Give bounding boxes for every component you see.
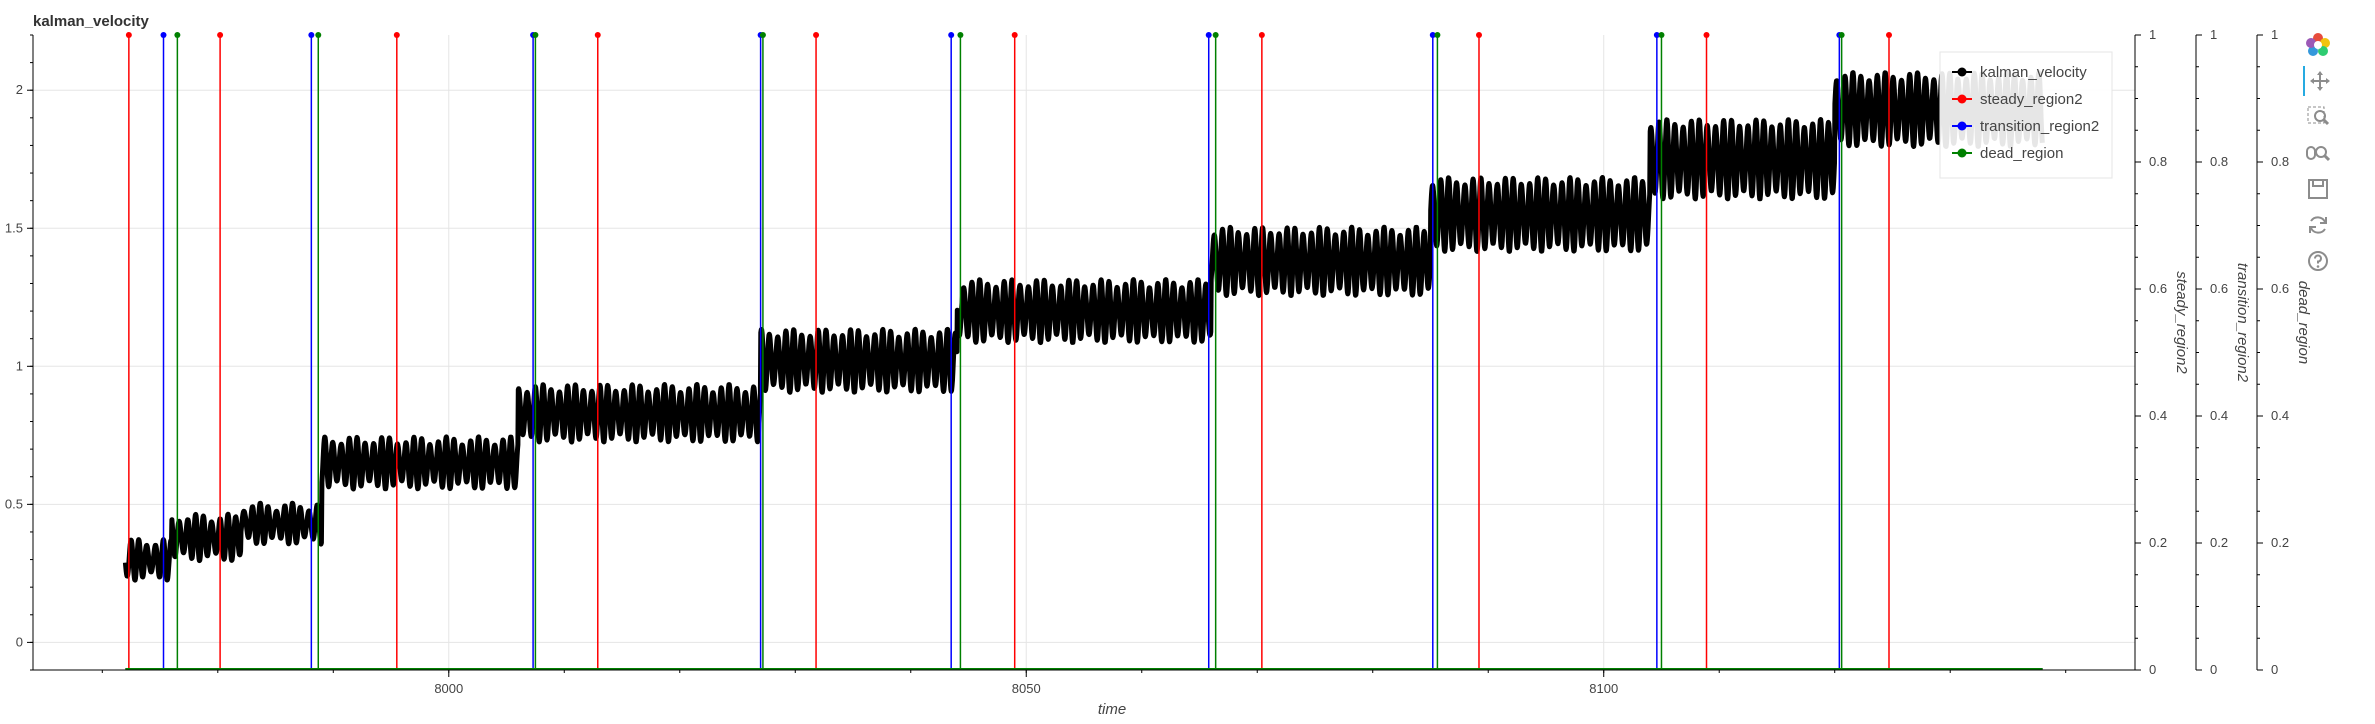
right-axis-tick-label: 0.8: [2210, 154, 2228, 169]
spike-marker-steady_region2: [1703, 32, 1710, 38]
help-icon: [2306, 249, 2330, 273]
right-axis-tick-label: 0: [2271, 662, 2278, 677]
spike-marker-transition_region2: [948, 32, 955, 38]
spike-marker-steady_region2: [594, 32, 601, 38]
spike-marker-steady_region2: [1258, 32, 1265, 38]
spike-marker-steady_region2: [1011, 32, 1018, 38]
right-axis-tick-label: 1: [2149, 27, 2156, 42]
right-axis-tick-label: 0.6: [2210, 281, 2228, 296]
help-tool-button[interactable]: [2303, 246, 2333, 276]
right-axis-tick-label: 0.2: [2149, 535, 2167, 550]
x-axis-label: time: [1098, 701, 1126, 718]
x-tick-label: 8100: [1589, 681, 1618, 696]
right-axis-tick-label: 0.4: [2149, 408, 2167, 423]
spike-marker-dead_region: [759, 32, 766, 38]
legend-marker: [1957, 121, 1967, 131]
right-axis-tick-label: 0.6: [2271, 281, 2289, 296]
spike-marker-steady_region2: [125, 32, 132, 38]
spike-marker-transition_region2: [160, 32, 167, 38]
legend-label: steady_region2: [1980, 91, 2083, 108]
box-zoom-icon: [2306, 105, 2330, 129]
right-axis-tick-label: 0: [2210, 662, 2217, 677]
spike-marker-dead_region: [1212, 32, 1219, 38]
right-axis-label: transition_region2: [2234, 263, 2251, 383]
spike-marker-dead_region: [174, 32, 181, 38]
spike-marker-dead_region: [1838, 32, 1845, 38]
spike-marker-transition_region2: [1653, 32, 1660, 38]
y-tick-label: 1: [16, 358, 23, 373]
spike-marker-steady_region2: [1475, 32, 1482, 38]
x-tick-label: 8050: [1012, 681, 1041, 696]
wheel-zoom-tool-button[interactable]: [2303, 138, 2333, 168]
spike-marker-dead_region: [532, 32, 539, 38]
spike-marker-dead_region: [1658, 32, 1665, 38]
legend-label: kalman_velocity: [1980, 64, 2087, 81]
series-kalman_velocity: [122, 70, 2045, 583]
pan-tool-button[interactable]: [2303, 66, 2335, 96]
y-tick-label: 2: [16, 82, 23, 97]
wheel-zoom-icon: [2306, 141, 2330, 165]
legend-marker: [1957, 94, 1967, 104]
spike-marker-transition_region2: [1429, 32, 1436, 38]
toolbar: [2300, 30, 2336, 282]
right-axis-tick-label: 0.2: [2271, 535, 2289, 550]
reset-tool-button[interactable]: [2303, 210, 2333, 240]
legend-marker: [1957, 148, 1967, 158]
reset-icon: [2306, 213, 2330, 237]
right-axis-tick-label: 1: [2210, 27, 2217, 42]
save-tool-button[interactable]: [2303, 174, 2333, 204]
spike-marker-transition_region2: [308, 32, 315, 38]
y-tick-label: 1.5: [5, 220, 23, 235]
spike-marker-steady_region2: [393, 32, 400, 38]
y-tick-label: 0: [16, 634, 23, 649]
y-tick-label: 0.5: [5, 496, 23, 511]
right-axis-tick-label: 0.4: [2271, 408, 2289, 423]
right-axis-tick-label: 0.2: [2210, 535, 2228, 550]
save-icon: [2306, 177, 2330, 201]
right-axis-tick-label: 0.8: [2149, 154, 2167, 169]
legend-label: dead_region: [1980, 145, 2063, 162]
right-axis-tick-label: 0.4: [2210, 408, 2228, 423]
legend-label: transition_region2: [1980, 118, 2099, 135]
right-axis-label: dead_region: [2295, 281, 2312, 364]
right-axis-tick-label: 1: [2271, 27, 2278, 42]
spike-marker-dead_region: [957, 32, 964, 38]
spike-marker-steady_region2: [1885, 32, 1892, 38]
spike-marker-dead_region: [1434, 32, 1441, 38]
right-axis-label: steady_region2: [2173, 271, 2190, 374]
right-axis-tick-label: 0.8: [2271, 154, 2289, 169]
spike-marker-transition_region2: [1205, 32, 1212, 38]
right-axis-tick-label: 0.6: [2149, 281, 2167, 296]
spike-marker-steady_region2: [813, 32, 820, 38]
bokeh-logo-tool-button[interactable]: [2303, 30, 2333, 60]
box-zoom-tool-button[interactable]: [2303, 102, 2333, 132]
pan-icon: [2308, 69, 2332, 93]
spike-marker-dead_region: [315, 32, 322, 38]
bokeh-logo-icon: [2305, 32, 2331, 58]
chart-title: kalman_velocity: [33, 13, 150, 30]
right-axis-tick-label: 0: [2149, 662, 2156, 677]
legend-marker: [1957, 67, 1967, 77]
spike-marker-steady_region2: [217, 32, 224, 38]
x-tick-label: 8000: [434, 681, 463, 696]
